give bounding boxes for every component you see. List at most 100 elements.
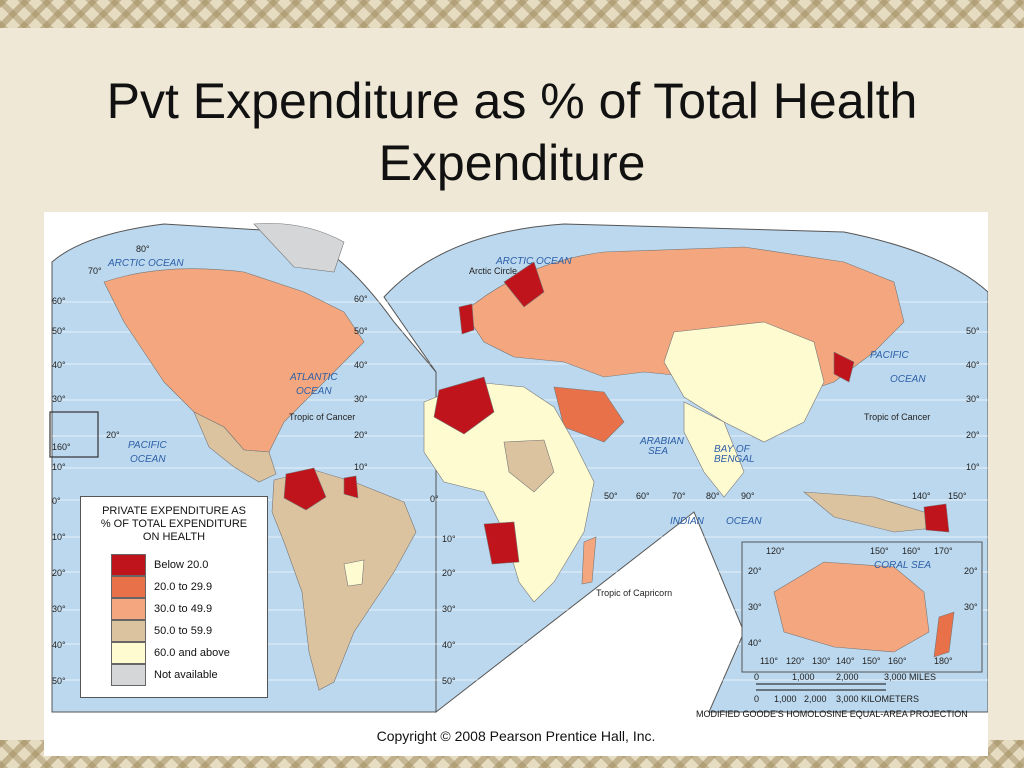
svg-text:40°: 40° [52,360,66,370]
label-tropic-cancer-left: Tropic of Cancer [289,412,355,422]
svg-text:40°: 40° [354,360,368,370]
svg-text:3,000 KILOMETERS: 3,000 KILOMETERS [836,694,919,704]
svg-text:120°: 120° [766,546,785,556]
svg-text:50°: 50° [52,326,66,336]
svg-text:0: 0 [754,672,759,682]
label-atlantic-ocean: OCEAN [296,386,332,397]
svg-text:160°: 160° [52,442,71,452]
svg-text:30°: 30° [354,394,368,404]
lon-labels: 50° 60° 70° 80° 90° 140° 150° 160° [52,442,967,501]
svg-text:80°: 80° [136,244,150,254]
svg-text:130°: 130° [812,656,831,666]
label-coral-sea: CORAL SEA [874,560,931,571]
label-pacific-left: PACIFIC [128,440,167,451]
inset-lon-labels: 120° 150° 160° 170° 110° 120° 130° 140° … [748,546,978,666]
copyright: Copyright © 2008 Pearson Prentice Hall, … [376,728,656,744]
region-china [663,321,825,443]
svg-text:30°: 30° [966,394,980,404]
svg-text:50°: 50° [52,676,66,686]
svg-text:3,000 MILES: 3,000 MILES [884,672,936,682]
slide-title: Pvt Expenditure as % of Total Health Exp… [106,73,918,191]
svg-text:110°: 110° [760,656,778,666]
legend-swatch [111,598,146,620]
svg-text:70°: 70° [88,266,102,276]
svg-text:140°: 140° [836,656,855,666]
svg-text:0°: 0° [52,496,61,506]
svg-text:40°: 40° [748,638,762,648]
label-arabian-sea: SEA [648,446,668,457]
svg-text:10°: 10° [52,462,66,472]
legend-swatch [111,576,146,598]
svg-text:40°: 40° [52,640,66,650]
svg-text:60°: 60° [354,294,368,304]
svg-text:160°: 160° [888,656,907,666]
lat-labels-right: 50° 40° 30° 20° 10° [966,326,980,472]
svg-text:10°: 10° [52,532,66,542]
svg-text:2,000: 2,000 [836,672,859,682]
svg-text:1,000: 1,000 [792,672,815,682]
legend-item-60-above: 60.0 and above [111,642,230,664]
svg-text:120°: 120° [786,656,805,666]
world-map: Arctic Circle Tropic of Cancer Tropic of… [44,212,988,756]
region-algeria [433,376,495,435]
region-angola [483,521,520,565]
label-tropic-capricorn: Tropic of Capricorn [596,588,672,598]
label-arctic-ocean-left: ARCTIC OCEAN [107,258,184,269]
svg-text:20°: 20° [964,566,978,576]
lat-labels-mid: 60° 50° 40° 30° 20° 10° 0° 10° 20° 30° 4… [354,294,456,686]
region-central-africa [503,439,555,493]
legend: PRIVATE EXPENDITURE AS % OF TOTAL EXPEND… [80,496,268,698]
svg-text:0°: 0° [430,494,439,504]
region-paraguay [343,559,365,587]
svg-text:180°: 180° [934,656,953,666]
svg-text:30°: 30° [748,602,762,612]
label-pacific-left-ocean: OCEAN [130,454,166,465]
region-venezuela [343,475,359,499]
label-tropic-cancer-right: Tropic of Cancer [864,412,930,422]
svg-text:150°: 150° [870,546,889,556]
region-papua-new-guinea [923,503,950,533]
svg-text:30°: 30° [442,604,456,614]
svg-text:50°: 50° [966,326,980,336]
region-australia [773,561,930,653]
svg-text:30°: 30° [52,604,66,614]
scale-bar [756,683,886,691]
svg-text:2,000: 2,000 [804,694,827,704]
svg-text:70°: 70° [672,491,686,501]
label-arabian: ARABIAN [639,436,685,447]
svg-text:50°: 50° [604,491,618,501]
svg-text:20°: 20° [354,430,368,440]
svg-text:1,000: 1,000 [774,694,797,704]
region-greenland [253,223,345,273]
svg-text:80°: 80° [706,491,720,501]
region-mexico-central-america [193,411,277,483]
region-new-zealand [933,611,955,658]
legend-item-50-59: 50.0 to 59.9 [111,620,212,642]
label-bengal: BENGAL [714,454,755,465]
map-svg: Arctic Circle Tropic of Cancer Tropic of… [49,223,988,714]
lat-labels-left: 80° 70° 60° 50° 40° 30° 20° 10° 0° 10° 2… [52,244,150,686]
svg-text:170°: 170° [934,546,953,556]
svg-text:50°: 50° [354,326,368,336]
svg-text:50°: 50° [442,676,456,686]
label-pacific-right-ocean: OCEAN [890,374,926,385]
svg-text:10°: 10° [354,462,368,472]
legend-swatch [111,620,146,642]
svg-text:20°: 20° [52,568,66,578]
region-colombia [283,467,327,511]
label-pacific-right: PACIFIC [870,350,909,361]
label-arctic-ocean-right: ARCTIC OCEAN [495,256,572,267]
legend-item-not-available: Not available [111,664,218,686]
svg-text:20°: 20° [442,568,456,578]
svg-text:20°: 20° [106,430,120,440]
region-uk [458,303,475,335]
svg-text:150°: 150° [948,491,967,501]
legend-item-20-29: 20.0 to 29.9 [111,576,212,598]
legend-title: PRIVATE EXPENDITURE AS % OF TOTAL EXPEND… [100,505,248,543]
label-bay-of: BAY OF [714,444,751,455]
svg-text:0: 0 [754,694,759,704]
svg-text:40°: 40° [442,640,456,650]
svg-text:60°: 60° [636,491,650,501]
decorative-border-top [0,0,1024,28]
inset-hawaii-frame [49,411,99,458]
